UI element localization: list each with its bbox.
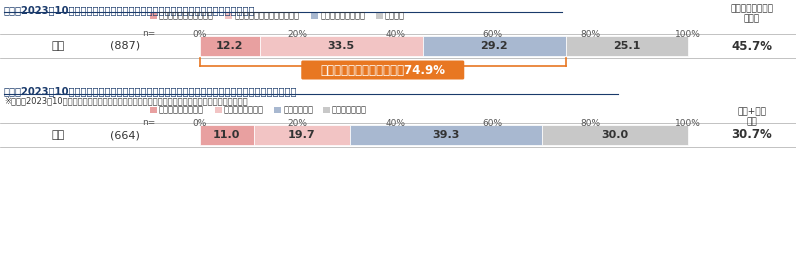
Text: 80%: 80% — [580, 119, 600, 128]
FancyBboxPatch shape — [301, 60, 464, 80]
Bar — [259, 36, 423, 56]
Bar — [565, 36, 688, 56]
Text: 40%: 40% — [385, 119, 405, 128]
Text: 33.5: 33.5 — [328, 41, 355, 51]
Text: 100%: 100% — [675, 30, 701, 39]
Text: 0%: 0% — [193, 119, 207, 128]
Text: 45.7%: 45.7% — [732, 39, 772, 53]
Text: 名前だけ知っている: 名前だけ知っている — [320, 11, 365, 20]
Text: 11.0: 11.0 — [213, 130, 240, 140]
Text: 利用を検討中: 利用を検討中 — [283, 106, 313, 115]
Bar — [200, 125, 254, 145]
Text: 20%: 20% — [287, 30, 307, 39]
Bar — [150, 107, 157, 113]
Text: 100%: 100% — [675, 119, 701, 128]
Bar — [349, 125, 541, 145]
Text: 政府が2023年10月から開始した「年収の壁・支援強化パッケージ」を知っていますか: 政府が2023年10月から開始した「年収の壁・支援強化パッケージ」を知っています… — [4, 5, 256, 15]
Text: n=: n= — [142, 29, 155, 38]
Bar — [200, 36, 259, 56]
Text: 内容について少し知っている: 内容について少し知っている — [234, 11, 299, 20]
Text: 名前・内容をしっている：74.9%: 名前・内容をしっている：74.9% — [320, 64, 445, 76]
Text: n=: n= — [142, 118, 155, 127]
Text: 25.1: 25.1 — [613, 41, 641, 51]
Bar — [423, 36, 565, 56]
Text: 20%: 20% — [287, 119, 307, 128]
Text: 利用予定はない: 利用予定はない — [332, 106, 367, 115]
Text: 60%: 60% — [482, 119, 503, 128]
Text: 29.2: 29.2 — [481, 41, 508, 51]
Text: 全体: 全体 — [52, 130, 64, 140]
Text: 40%: 40% — [385, 30, 405, 39]
Text: 内容を知っている
（計）: 内容を知っている （計） — [731, 4, 774, 24]
Text: すでに利用している: すでに利用している — [159, 106, 204, 115]
Bar — [150, 13, 157, 19]
Bar — [274, 107, 281, 113]
Text: 30.7%: 30.7% — [732, 129, 772, 141]
Text: 政府が2023年10月から開始した「年収の壁・支援強化パッケージ」を利用していますか（単一回答）: 政府が2023年10月から開始した「年収の壁・支援強化パッケージ」を利用していま… — [4, 86, 298, 96]
Text: 利用+利用
予定: 利用+利用 予定 — [738, 107, 767, 126]
Bar — [323, 107, 330, 113]
Text: (887): (887) — [110, 41, 140, 51]
Bar — [254, 125, 349, 145]
Text: 知らない: 知らない — [385, 11, 405, 20]
Text: これから利用予定: これから利用予定 — [224, 106, 263, 115]
Text: 80%: 80% — [580, 30, 600, 39]
Text: (664): (664) — [110, 130, 140, 140]
Bar — [376, 13, 383, 19]
Text: 39.3: 39.3 — [432, 130, 459, 140]
Bar — [541, 125, 688, 145]
Text: 19.7: 19.7 — [288, 130, 315, 140]
Text: 内容までよく知っている: 内容までよく知っている — [159, 11, 214, 20]
Bar — [225, 13, 232, 19]
Bar — [215, 107, 222, 113]
Text: 全体: 全体 — [52, 41, 64, 51]
Text: ※政府が2023年10月から開始した「年収の壁・支援強化パッケージ」の名前・内容を知っている企業: ※政府が2023年10月から開始した「年収の壁・支援強化パッケージ」の名前・内容… — [4, 96, 248, 105]
Bar — [311, 13, 318, 19]
Text: 12.2: 12.2 — [216, 41, 244, 51]
Text: 30.0: 30.0 — [601, 130, 628, 140]
Text: 60%: 60% — [482, 30, 503, 39]
Text: 0%: 0% — [193, 30, 207, 39]
